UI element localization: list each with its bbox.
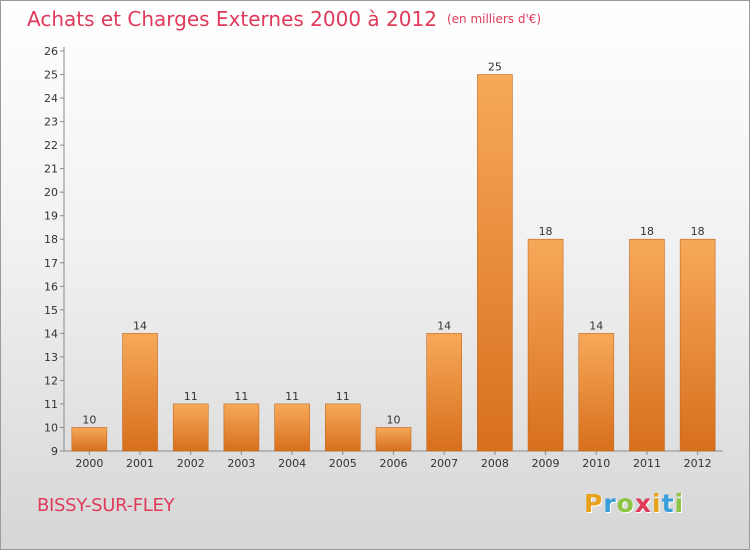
y-tick-label: 11 [44,398,58,411]
data-label: 18 [640,225,654,238]
y-tick-label: 10 [44,421,58,434]
unit-text: (en milliers d'€) [446,12,542,26]
data-label: 11 [234,390,248,403]
x-tick-label: 2001 [126,457,154,470]
data-label: 11 [184,390,198,403]
logo-letter: P [584,489,604,518]
y-tick-label: 25 [44,69,58,82]
bar [679,238,716,452]
axes: 9 10 11 12 13 14 15 16 17 18 19 20 21 22 23 24 25 26 2000 2… [44,45,723,470]
x-tick-label: 2004 [278,457,306,470]
data-label: 10 [82,413,96,426]
y-tick-label: 15 [44,304,58,317]
y-tick-label: 17 [44,257,58,270]
logo-letter: r [603,489,617,518]
x-tick-label: 2007 [430,457,458,470]
x-tick-label: 2010 [582,457,610,470]
bar [426,333,462,452]
data-label: 18 [539,225,553,238]
proxiti-logo[interactable]: Proxiti [584,489,684,518]
title-text: Achats et Charges Externes 2000 à 2012 [27,7,437,31]
data-label: 14 [133,319,147,332]
bar [375,427,412,452]
logo-letter: i [652,489,662,518]
data-label: 14 [589,319,603,332]
bar [172,403,209,452]
y-tick-label: 21 [44,163,58,176]
bar [629,238,665,452]
y-tick-label: 18 [44,233,58,246]
y-tick-label: 22 [44,139,58,152]
bars [71,74,716,452]
x-tick-label: 2000 [75,457,103,470]
logo-letter: i [674,489,685,518]
x-tick-label: 2003 [227,457,255,470]
data-label: 11 [285,390,299,403]
y-tick-label: 23 [44,116,58,129]
commune-name: BISSY-SUR-FLEY [37,495,175,516]
x-tick-label: 2009 [532,457,560,470]
data-labels: 10 14 11 11 11 11 10 14 25 18 14 18 18 [82,61,704,427]
x-tick-label: 2012 [684,457,712,470]
y-tick-label: 16 [44,280,58,293]
y-tick-label: 12 [44,374,58,387]
y-tick-label: 26 [44,45,58,58]
logo-letter: o [616,489,635,518]
bar [122,333,158,452]
data-label: 11 [336,390,350,403]
logo-letter: t [661,489,675,518]
x-tick-label: 2008 [481,457,509,470]
bar [578,333,615,452]
bar [274,403,310,452]
x-tick-label: 2005 [329,457,357,470]
data-label: 10 [387,413,401,426]
chart-title: Achats et Charges Externes 2000 à 2012 (e… [27,7,541,31]
data-label: 25 [488,61,502,74]
bar [223,403,260,452]
logo-letter: x [634,489,652,518]
y-tick-label: 14 [44,327,58,340]
y-tick-label: 13 [44,351,58,364]
bar [71,427,108,452]
bar [325,403,361,452]
x-tick-label: 2011 [633,457,661,470]
x-tick-label: 2002 [177,457,205,470]
data-label: 18 [691,225,705,238]
y-tick-label: 9 [51,445,58,458]
y-tick-label: 20 [44,186,58,199]
x-tick-label: 2006 [380,457,408,470]
y-tick-label: 24 [44,92,58,105]
y-tick-label: 19 [44,210,58,223]
bar [527,238,564,452]
bar [477,74,513,452]
data-label: 14 [437,319,451,332]
